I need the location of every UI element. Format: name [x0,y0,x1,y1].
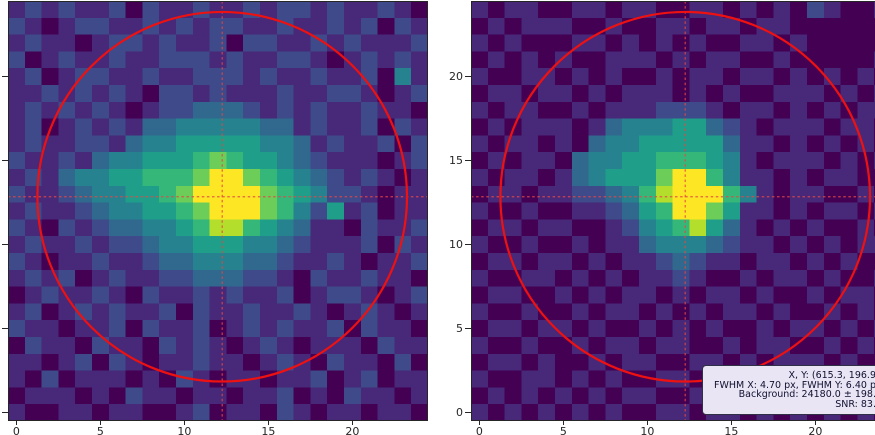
x-tick-mark [814,421,816,425]
x-tick-label: 0 [12,425,20,435]
x-tick-mark [267,421,269,425]
y-tick-mark [465,244,471,246]
x-tick-mark [562,421,564,425]
y-tick-mark [2,160,8,162]
y-tick-mark [2,76,8,78]
y-tick-label: 10 [449,237,463,251]
y-tick-mark [2,328,8,330]
y-tick-mark [2,412,8,414]
y-tick-label: 15 [449,153,463,167]
y-tick-label: 0 [456,405,463,419]
measurement-tooltip: X, Y: (615.3, 196.9 FWHM X: 4.70 px, FWH… [702,365,875,416]
y-tick-mark [465,412,471,414]
x-tick-label: 15 [724,425,739,435]
x-tick-mark [351,421,353,425]
y-tick-mark [465,160,471,162]
y-tick-label: 20 [449,69,463,83]
x-tick-mark [99,421,101,425]
x-tick-label: 10 [640,425,655,435]
x-tick-mark [646,421,648,425]
x-tick-mark [730,421,732,425]
x-tick-mark [183,421,185,425]
y-tick-mark [465,328,471,330]
x-tick-label: 20 [808,425,823,435]
x-tick-label: 10 [177,425,192,435]
y-tick-label: 5 [456,321,463,335]
heatmap-image-left[interactable] [8,1,428,421]
x-tick-mark [478,421,480,425]
x-tick-mark [15,421,17,425]
y-tick-mark [2,244,8,246]
x-tick-label: 20 [345,425,360,435]
x-tick-label: 15 [261,425,276,435]
x-tick-label: 5 [96,425,104,435]
tooltip-line-snr: SNR: 83. [835,398,875,410]
star-cutout-panel-right [471,1,875,421]
heatmap-image-right[interactable] [471,1,875,421]
star-cutout-panel-left [8,1,428,421]
x-tick-label: 5 [559,425,567,435]
y-tick-mark [465,76,471,78]
x-tick-label: 0 [475,425,483,435]
